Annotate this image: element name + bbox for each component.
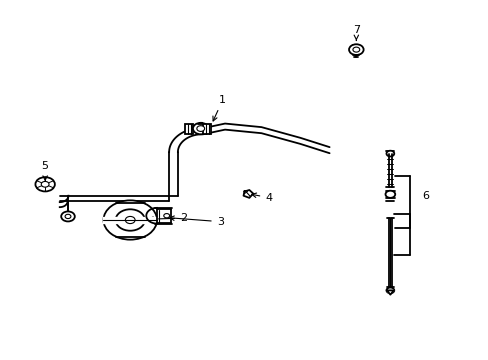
Circle shape bbox=[193, 123, 208, 134]
Circle shape bbox=[41, 181, 49, 187]
Circle shape bbox=[35, 177, 55, 192]
Polygon shape bbox=[386, 291, 393, 295]
Polygon shape bbox=[243, 190, 253, 198]
Text: 3: 3 bbox=[169, 216, 223, 227]
Circle shape bbox=[348, 44, 363, 55]
Circle shape bbox=[386, 288, 393, 293]
Circle shape bbox=[386, 151, 393, 157]
Circle shape bbox=[125, 216, 135, 224]
Text: 5: 5 bbox=[41, 161, 48, 180]
Circle shape bbox=[65, 214, 71, 219]
Circle shape bbox=[103, 201, 157, 240]
Text: 2: 2 bbox=[148, 213, 187, 223]
Text: 1: 1 bbox=[212, 95, 225, 121]
Circle shape bbox=[61, 211, 75, 221]
Polygon shape bbox=[185, 123, 193, 134]
Circle shape bbox=[197, 126, 204, 131]
Circle shape bbox=[385, 191, 394, 198]
Circle shape bbox=[116, 209, 144, 231]
Circle shape bbox=[163, 213, 169, 218]
Text: 4: 4 bbox=[251, 193, 272, 203]
Circle shape bbox=[352, 47, 359, 52]
Text: 6: 6 bbox=[421, 191, 428, 201]
Polygon shape bbox=[203, 124, 211, 134]
Text: 7: 7 bbox=[352, 25, 359, 40]
